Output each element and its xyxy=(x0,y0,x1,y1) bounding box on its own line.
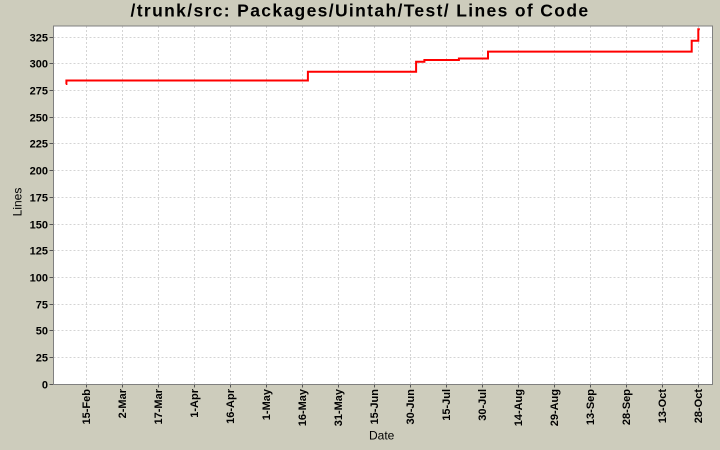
svg-text:300: 300 xyxy=(30,59,48,71)
svg-text:150: 150 xyxy=(30,220,48,232)
svg-text:15-Jun: 15-Jun xyxy=(369,389,381,425)
svg-text:275: 275 xyxy=(30,86,48,98)
svg-text:29-Aug: 29-Aug xyxy=(549,389,561,426)
svg-text:13-Sep: 13-Sep xyxy=(585,389,597,425)
svg-text:15-Jul: 15-Jul xyxy=(441,389,453,421)
svg-text:100: 100 xyxy=(30,273,48,285)
svg-text:28-Sep: 28-Sep xyxy=(621,389,633,425)
svg-text:250: 250 xyxy=(30,113,48,125)
svg-text:30-Jul: 30-Jul xyxy=(477,389,489,421)
svg-text:16-Apr: 16-Apr xyxy=(225,388,237,424)
svg-text:15-Feb: 15-Feb xyxy=(81,389,93,425)
svg-text:125: 125 xyxy=(30,246,48,258)
svg-text:1-Apr: 1-Apr xyxy=(189,388,201,417)
svg-text:175: 175 xyxy=(30,193,48,205)
svg-text:Lines: Lines xyxy=(11,188,25,217)
svg-text:0: 0 xyxy=(42,379,48,391)
svg-text:325: 325 xyxy=(30,33,48,45)
svg-text:31-May: 31-May xyxy=(333,388,345,426)
svg-text:/trunk/src: Packages/Uintah/Te: /trunk/src: Packages/Uintah/Test/ Lines … xyxy=(131,1,590,21)
svg-text:16-May: 16-May xyxy=(297,388,309,426)
svg-text:28-Oct: 28-Oct xyxy=(693,389,705,424)
svg-text:17-Mar: 17-Mar xyxy=(153,388,165,424)
svg-text:Date: Date xyxy=(369,429,395,443)
svg-text:14-Aug: 14-Aug xyxy=(513,389,525,426)
svg-text:50: 50 xyxy=(36,326,48,338)
svg-text:13-Oct: 13-Oct xyxy=(657,389,669,424)
svg-text:25: 25 xyxy=(36,353,48,365)
svg-text:2-Mar: 2-Mar xyxy=(117,388,129,418)
svg-text:75: 75 xyxy=(36,300,48,312)
svg-text:30-Jun: 30-Jun xyxy=(405,389,417,425)
svg-text:1-May: 1-May xyxy=(261,388,273,420)
svg-text:225: 225 xyxy=(30,139,48,151)
svg-text:200: 200 xyxy=(30,166,48,178)
